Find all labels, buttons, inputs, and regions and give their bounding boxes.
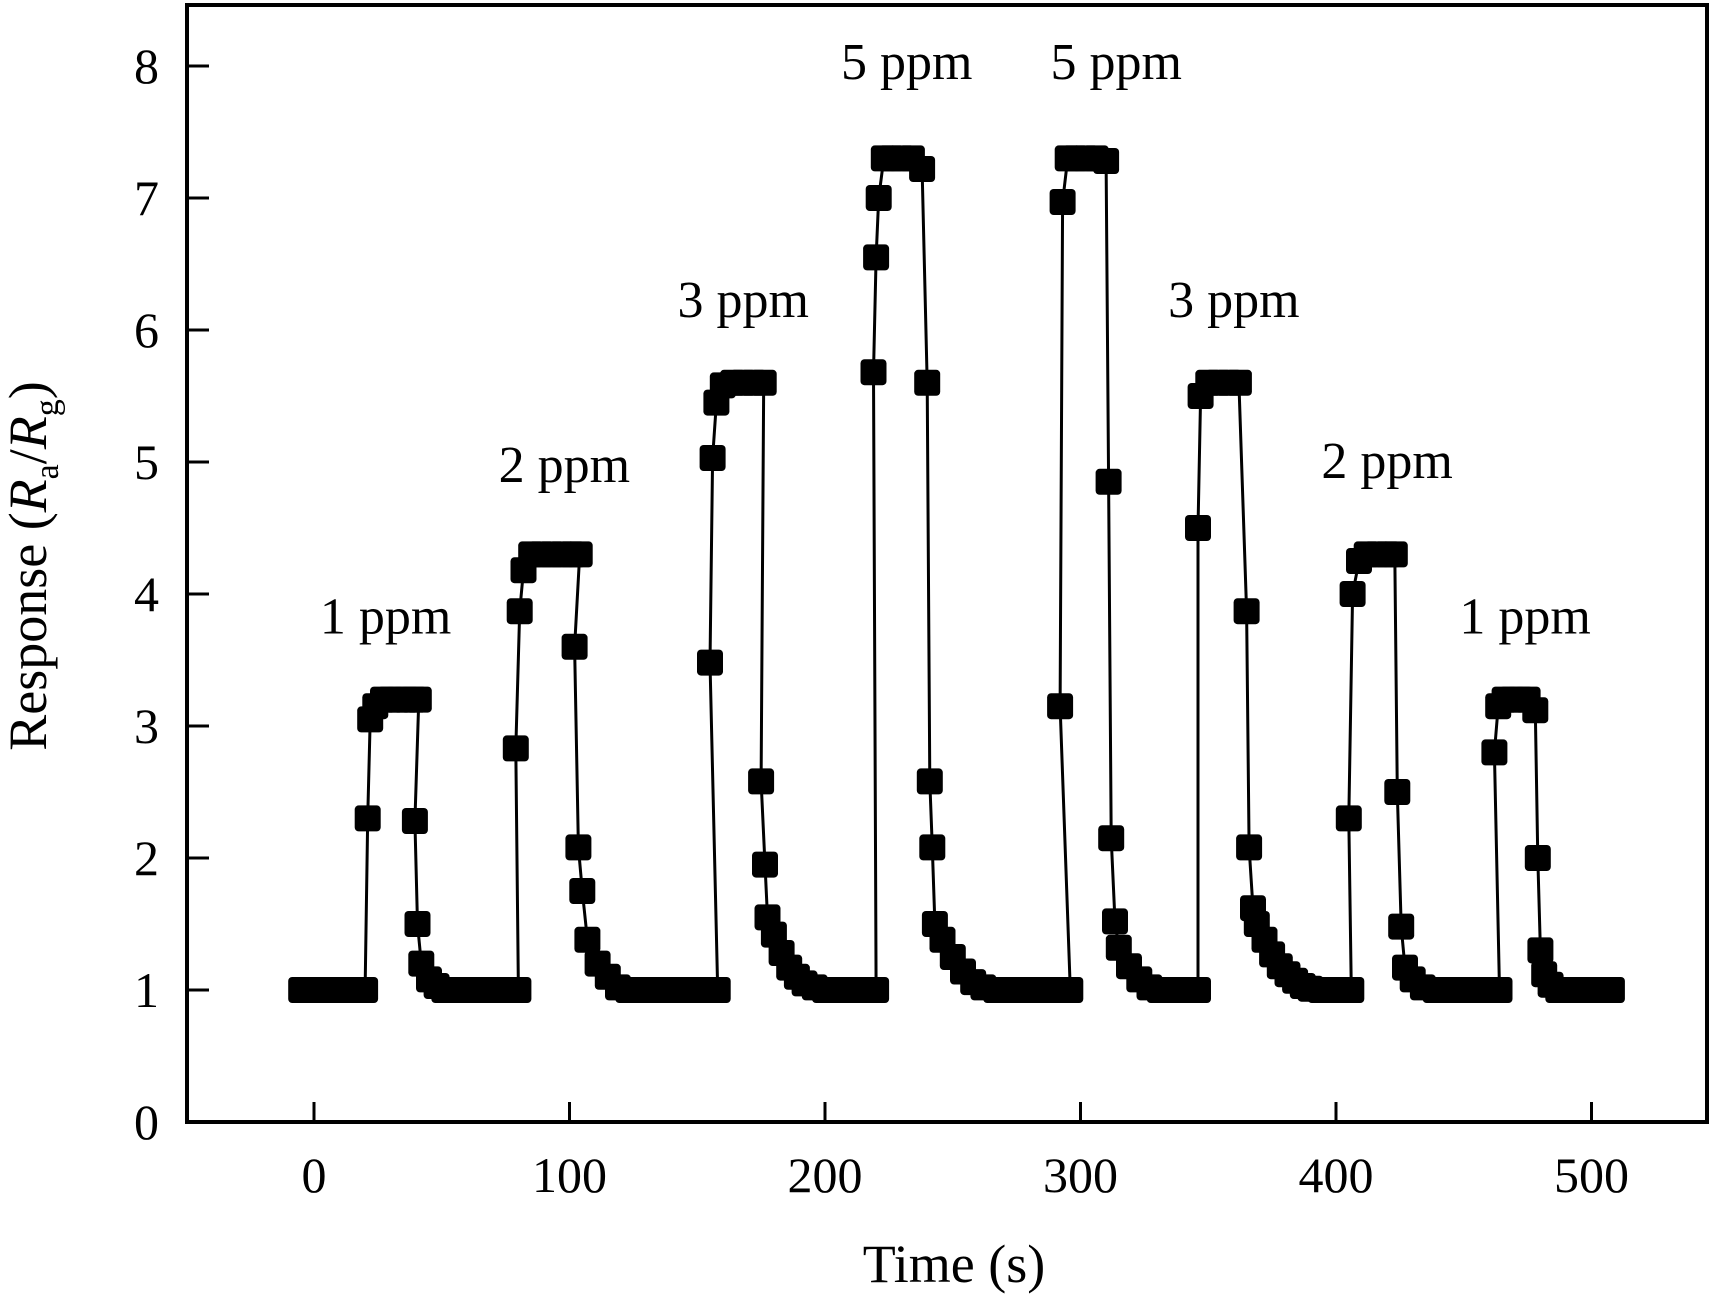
x-axis-title: Time (s) — [863, 1234, 1046, 1294]
data-point — [697, 649, 723, 676]
data-point — [1225, 369, 1252, 396]
data-point — [863, 977, 890, 1003]
data-point — [1185, 515, 1211, 541]
x-tick-label: 300 — [1043, 1147, 1118, 1203]
data-point — [1236, 834, 1263, 861]
y-tick-label: 4 — [134, 566, 159, 622]
data-point — [1047, 693, 1074, 720]
data-point — [863, 244, 890, 271]
data-point — [704, 977, 731, 1003]
data-point — [502, 735, 529, 762]
data-point — [909, 156, 936, 182]
data-point — [919, 834, 946, 861]
concentration-label: 3 ppm — [678, 272, 809, 329]
x-tick-label: 400 — [1299, 1147, 1374, 1203]
data-point — [1381, 541, 1408, 568]
plot-frame — [185, 3, 1709, 1124]
concentration-label: 5 ppm — [1051, 34, 1182, 91]
y-tick-label: 8 — [134, 38, 159, 94]
y-axis-title-den-sub: g — [29, 399, 66, 416]
y-tick-label: 0 — [134, 1094, 159, 1150]
data-point — [505, 977, 532, 1003]
series-line — [301, 156, 1612, 992]
data-point — [1233, 598, 1260, 625]
data-point — [748, 768, 775, 795]
data-point — [574, 926, 601, 953]
data-point — [1338, 977, 1365, 1003]
y-tick-label: 5 — [134, 434, 159, 490]
x-tick-label: 200 — [788, 1147, 863, 1203]
data-point — [1095, 468, 1122, 495]
data-point — [569, 878, 596, 904]
concentration-label: 2 ppm — [499, 437, 630, 494]
data-point — [565, 834, 592, 861]
data-point — [916, 768, 943, 795]
data-point — [566, 541, 593, 568]
data-point — [914, 369, 941, 396]
data-point — [750, 369, 777, 396]
y-tick-label: 7 — [134, 170, 159, 226]
data-point — [1527, 937, 1554, 964]
data-point — [860, 359, 887, 386]
data-point — [405, 686, 432, 713]
data-point — [1598, 977, 1625, 1003]
y-tick-label: 3 — [134, 698, 159, 754]
data-point — [1185, 977, 1211, 1003]
concentration-label: 5 ppm — [841, 34, 972, 91]
data-point — [1049, 189, 1076, 215]
concentration-label: 1 ppm — [1459, 589, 1590, 646]
data-point — [865, 185, 892, 211]
data-point — [352, 977, 379, 1003]
concentration-label: 1 ppm — [320, 589, 451, 646]
y-axis-title-slash: / — [0, 449, 58, 464]
x-tick-label: 100 — [532, 1147, 607, 1203]
y-axis-title-prefix: Response ( — [0, 512, 58, 750]
data-point — [561, 633, 588, 660]
data-point — [1339, 581, 1366, 607]
data-point — [1384, 779, 1411, 805]
data-point — [699, 445, 726, 471]
concentration-annotations: 1 ppm 2 ppm 3 ppm 5 ppm 5 ppm 3 ppm 2 ppm 1 ppm — [320, 34, 1591, 645]
data-point — [1057, 977, 1084, 1003]
data-point — [404, 911, 431, 937]
data-point — [401, 808, 428, 834]
x-tick-label: 0 — [302, 1147, 327, 1203]
y-tick-label: 2 — [134, 830, 159, 886]
y-tick-label: 6 — [134, 302, 159, 358]
x-tick-label: 500 — [1554, 1147, 1629, 1203]
data-point — [1522, 697, 1549, 724]
data-point — [1093, 148, 1120, 174]
data-point — [752, 851, 778, 878]
y-axis-title-num: R — [0, 479, 58, 513]
data-point — [1524, 845, 1551, 871]
data-point — [1481, 739, 1508, 766]
y-tick-label: 1 — [134, 962, 159, 1018]
data-point — [506, 598, 533, 625]
y-axis-title: Response (Ra/Rg) — [0, 381, 66, 751]
axis-ticks: 0 100 200 300 400 500 0 1 2 3 4 5 6 7 8 — [134, 38, 1629, 1203]
data-point — [1335, 805, 1362, 832]
y-axis-title-den: R — [0, 416, 58, 450]
y-axis-title-num-sub: a — [29, 464, 66, 479]
data-point — [354, 805, 381, 832]
data-point — [1486, 977, 1513, 1003]
data-point — [1388, 913, 1415, 940]
concentration-label: 3 ppm — [1168, 272, 1299, 329]
data-point — [1098, 825, 1125, 852]
y-axis-title-suffix: ) — [0, 381, 58, 399]
concentration-label: 2 ppm — [1321, 433, 1452, 490]
data-series — [288, 145, 1625, 1003]
data-point — [1102, 908, 1128, 935]
